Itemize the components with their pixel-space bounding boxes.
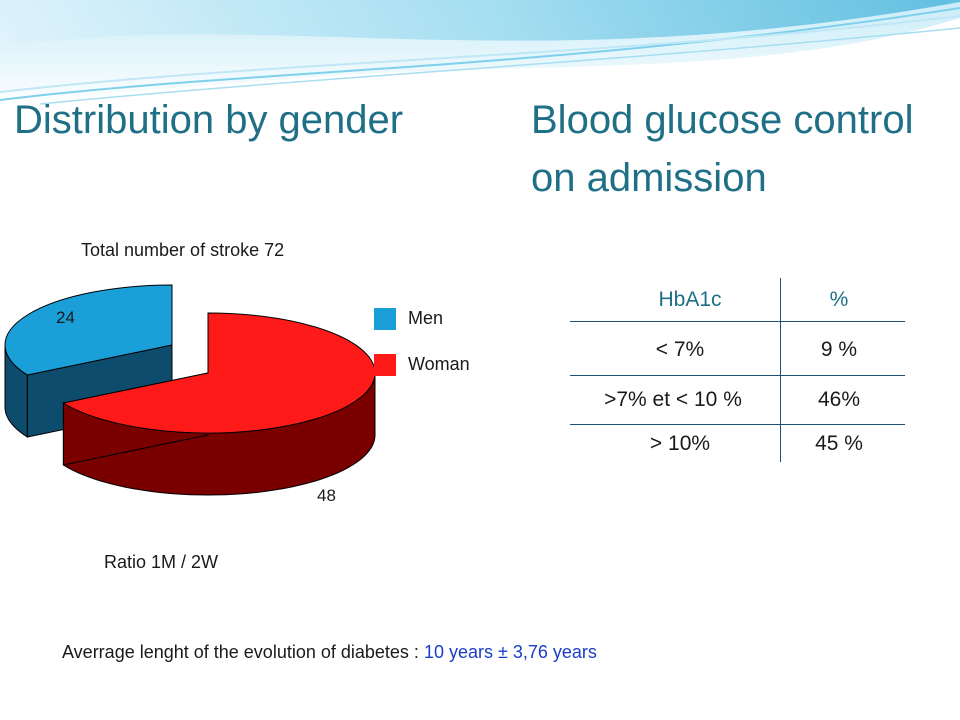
header-wave-decoration [0,0,960,108]
table-divider [570,424,905,425]
note-value: 10 years ± 3,76 years [423,642,597,662]
title-distribution-by-gender: Distribution by gender [14,98,404,142]
title-blood-glucose-line2: on admission [531,156,767,200]
table-header-percent: % [829,288,849,311]
legend-label-men: Men [408,308,444,328]
pie-slice-men [4,284,173,376]
legend-label-woman: Woman [408,354,470,374]
table-cell-range-2: >7% et < 10 % [604,388,742,411]
diabetes-duration-note: Averrage lenght of the evolution of diab… [62,642,597,663]
note-label: Averrage lenght of the evolution of diab… [62,642,419,662]
gender-pie-chart [4,284,376,496]
pie-data-label-woman: 48 [317,486,336,505]
table-cell-range-1: < 7% [655,338,705,361]
ratio-caption: Ratio 1M / 2W [104,552,219,572]
legend-swatch-men [374,308,396,330]
table-cell-percent-1: 9 % [820,338,858,361]
legend-swatch-woman [374,354,396,376]
table-cell-range-3: > 10% [649,432,711,455]
pie-data-label-men: 24 [56,308,75,327]
table-divider [570,375,905,376]
chart-title: Total number of stroke 72 [81,240,285,260]
pie-slice-woman [62,312,376,434]
table-cell-percent-2: 46% [817,388,861,411]
table-column-divider [780,278,781,462]
table-divider [570,321,905,322]
table-header-hba1c: HbA1c [658,288,722,311]
table-cell-percent-3: 45 % [815,432,863,455]
title-blood-glucose-line1: Blood glucose control [531,98,914,142]
hba1c-table: HbA1c % < 7% 9 % >7% et < 10 % 46% > 10%… [570,278,905,462]
